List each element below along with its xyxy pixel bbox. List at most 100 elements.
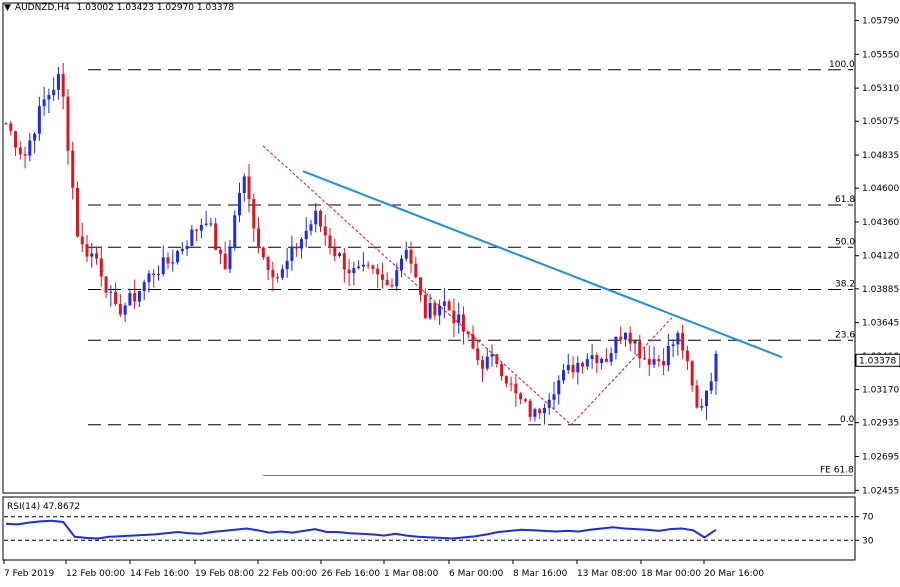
bullish-candle: [285, 260, 289, 270]
bearish-candle: [323, 226, 327, 236]
bearish-candle: [347, 269, 351, 274]
bearish-candle: [643, 358, 647, 360]
bearish-candle: [295, 246, 299, 249]
bearish-candle: [342, 253, 346, 270]
bearish-candle: [495, 354, 499, 365]
price-tick-label: 1.02455: [862, 486, 899, 496]
price-tick-label: 1.04600: [862, 184, 899, 194]
bullish-candle: [623, 332, 627, 340]
price-axis: 1.05790 1.05550 1.05310 1.05075 1.04835 1.046…: [855, 16, 900, 496]
bullish-candle: [361, 264, 365, 267]
bullish-candle: [180, 248, 184, 252]
bullish-candle: [428, 303, 432, 319]
bearish-candle: [214, 223, 218, 250]
bearish-candle: [423, 294, 427, 319]
fib-level-label: 38.2: [835, 280, 855, 290]
time-tick-label: 8 Mar 16:00: [513, 569, 568, 579]
bullish-candle: [400, 258, 404, 271]
bullish-candle: [576, 362, 580, 373]
dropdown-triangle-icon[interactable]: ▼: [4, 3, 11, 13]
bearish-candle: [504, 376, 508, 384]
bearish-candle: [500, 364, 504, 377]
rsi-level-label: 70: [862, 513, 874, 523]
descending-trendline: [302, 170, 783, 359]
bullish-candle: [671, 344, 675, 346]
time-tick-label: 19 Feb 08:00: [195, 569, 254, 579]
bearish-candle: [276, 277, 280, 279]
price-tick-label: 1.03170: [862, 386, 899, 396]
bearish-candle: [261, 247, 265, 258]
bearish-candle: [376, 268, 380, 275]
bullish-candle: [533, 409, 537, 417]
bearish-candle: [104, 276, 108, 293]
fibonacci-levels: 100.0 61.8 50.0 38.2 23.6 0.0 FE 61.8: [88, 60, 855, 477]
price-tick-label: 1.04835: [862, 151, 899, 161]
bullish-candle: [90, 253, 94, 257]
bearish-candle: [271, 269, 275, 278]
trend-overlays: [262, 145, 783, 426]
bearish-candle: [447, 301, 451, 311]
bullish-candle: [600, 358, 604, 364]
bearish-candle: [328, 235, 332, 248]
rsi-level-label: 30: [862, 536, 874, 546]
bullish-candle: [299, 239, 303, 249]
bullish-candle: [52, 89, 56, 96]
bearish-candle: [223, 253, 227, 270]
bullish-candle: [304, 230, 308, 240]
fe-level-label: FE 61.8: [820, 466, 854, 476]
price-tick-label: 1.04360: [862, 218, 899, 228]
bearish-candle: [75, 187, 79, 237]
bearish-candle: [380, 274, 384, 280]
fib-level-label: 23.6: [835, 330, 855, 340]
price-tick-label: 1.05075: [862, 117, 899, 127]
time-tick-label: 14 Feb 16:00: [130, 569, 189, 579]
bearish-candle: [476, 348, 480, 361]
bullish-candle: [338, 253, 342, 256]
bearish-candle: [581, 362, 585, 367]
fib-level-label: 100.0: [829, 60, 855, 70]
price-tick-label: 1.02695: [862, 452, 899, 462]
bullish-candle: [142, 282, 146, 292]
bearish-candle: [218, 249, 222, 254]
bullish-candle: [709, 381, 713, 391]
fib-level-label: 0.0: [840, 415, 855, 425]
bullish-candle: [137, 291, 141, 302]
bullish-candle: [242, 176, 246, 193]
bearish-candle: [9, 123, 13, 132]
price-tick-label: 1.05790: [862, 16, 899, 26]
bullish-candle: [161, 257, 165, 274]
bullish-candle: [290, 246, 294, 261]
bearish-candle: [318, 211, 322, 227]
candlesticks: [4, 62, 718, 425]
bearish-candle: [371, 265, 375, 269]
bearish-candle: [538, 409, 542, 414]
time-tick-label: 7 Feb 2019: [4, 569, 55, 579]
bullish-candle: [209, 223, 213, 225]
bearish-candle: [419, 277, 423, 295]
bearish-candle: [414, 263, 418, 278]
bearish-candle: [66, 96, 70, 151]
rsi-label: RSI(14) 47.8672: [7, 502, 80, 512]
bullish-candle: [4, 123, 8, 125]
bullish-candle: [309, 224, 313, 231]
fib-level-label: 50.0: [835, 237, 855, 247]
bullish-candle: [562, 370, 566, 381]
time-tick-label: 6 Mar 00:00: [449, 569, 504, 579]
bullish-candle: [614, 336, 618, 354]
bullish-candle: [714, 353, 718, 382]
bullish-candle: [33, 133, 37, 141]
rsi-pane: RSI(14) 47.8672 70 30: [4, 502, 874, 546]
ohlc-values: 1.03002 1.03423 1.02970 1.03378: [76, 3, 235, 13]
bearish-candle: [638, 341, 642, 359]
bearish-candle: [85, 244, 89, 257]
bullish-candle: [233, 215, 237, 248]
bearish-candle: [252, 198, 256, 229]
bearish-candle: [471, 334, 475, 349]
bearish-candle: [528, 400, 532, 417]
bullish-candle: [156, 273, 160, 276]
bearish-candle: [266, 257, 270, 270]
bullish-candle: [190, 229, 194, 246]
bullish-candle: [109, 291, 113, 293]
